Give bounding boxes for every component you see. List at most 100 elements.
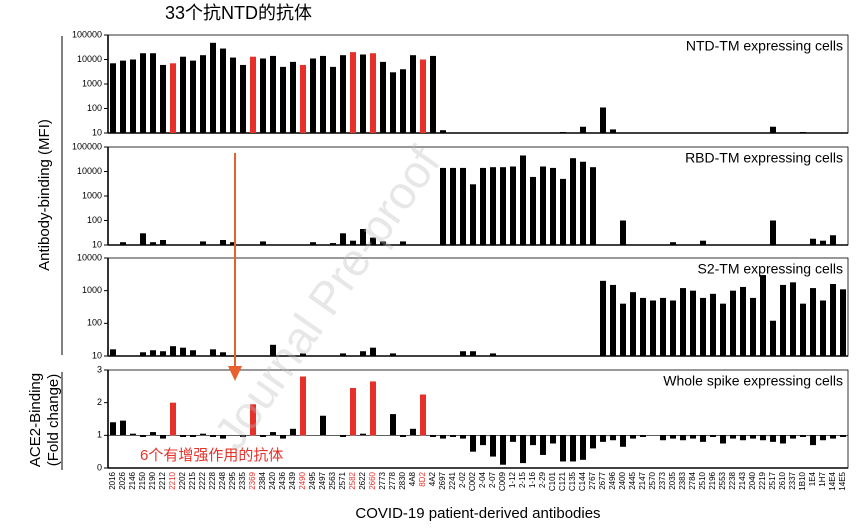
x-tick-label: 14E4 [828, 471, 837, 490]
bar [660, 297, 666, 356]
bar [200, 55, 206, 134]
bar [300, 64, 306, 133]
bar [330, 243, 336, 245]
bar [440, 130, 446, 133]
y-axis-label-2: ACE2-Binding [27, 373, 44, 467]
bar [490, 353, 496, 356]
bar [150, 53, 156, 134]
y-axis-label: Antibody-binding (MFI) [36, 119, 53, 271]
bar [400, 435, 406, 437]
x-tick-label: 2400 [618, 471, 627, 489]
bar [140, 53, 146, 134]
bar [510, 166, 516, 245]
y-tick-label: 100000 [72, 29, 102, 39]
x-tick-label: 2436 [278, 471, 287, 489]
bar [700, 240, 706, 245]
bar [210, 42, 216, 134]
bar [190, 435, 196, 437]
bar [360, 228, 366, 245]
bar [710, 435, 716, 437]
bar [480, 435, 486, 446]
bar [500, 167, 506, 245]
x-tick-label: 2496 [608, 471, 617, 489]
bar [590, 435, 596, 449]
bar [450, 167, 456, 245]
x-tick-label: 2143 [738, 471, 747, 489]
x-tick-label: 2660 [368, 471, 377, 489]
x-axis-label: COVID-19 patient-derived antibodies [355, 505, 600, 522]
bar [490, 167, 496, 245]
bar [380, 61, 386, 133]
x-tick-label: 2146 [128, 471, 137, 489]
bar [400, 69, 406, 133]
bar [830, 235, 836, 245]
bar [610, 284, 616, 356]
x-tick-label: 2190 [148, 471, 157, 489]
x-tick-label: 2238 [728, 471, 737, 489]
x-tick-label: 2202 [178, 471, 187, 489]
bar [660, 435, 666, 441]
bar [610, 435, 616, 441]
bar [300, 376, 306, 436]
bar [470, 351, 476, 356]
bar [170, 346, 176, 356]
bar [560, 178, 566, 245]
x-tick-label: 2222 [198, 471, 207, 489]
x-tick-label: 2373 [658, 471, 667, 489]
bar [680, 288, 686, 356]
x-tick-label: 2-02 [458, 471, 467, 488]
x-tick-label: C144 [578, 471, 587, 491]
bar [650, 300, 656, 356]
bar [810, 435, 816, 446]
bar [760, 275, 766, 356]
bar [580, 126, 586, 133]
y-tick-label: 0 [97, 462, 102, 472]
bar [140, 233, 146, 245]
y-tick-label: 1000 [82, 78, 102, 88]
x-tick-label: 2-29 [538, 471, 547, 488]
bar [350, 387, 356, 436]
bar [230, 242, 236, 245]
bar [190, 350, 196, 356]
bar [390, 414, 396, 436]
x-tick-label: 2420 [268, 471, 277, 489]
bar [370, 53, 376, 134]
bar [560, 131, 566, 133]
bar [150, 242, 156, 245]
bar [220, 239, 226, 245]
x-tick-label: 2563 [328, 471, 337, 489]
watermark: Journal Pre-proof [204, 137, 451, 458]
panel-title: RBD-TM expressing cells [685, 150, 843, 166]
y-tick-label: 100 [87, 318, 102, 328]
x-tick-label: 2-04 [478, 471, 487, 488]
x-tick-label: 2-07 [488, 471, 497, 488]
x-tick-label: 2677 [598, 471, 607, 489]
x-tick-label: C002 [468, 471, 477, 491]
x-tick-label: 2778 [388, 471, 397, 489]
bar [550, 167, 556, 245]
x-tick-label: 2510 [698, 471, 707, 489]
bar [160, 351, 166, 356]
x-tick-label: 2383 [678, 471, 687, 489]
bar [440, 435, 446, 439]
bar [670, 300, 676, 356]
x-tick-label: 2337 [788, 471, 797, 489]
panel-title: NTD-TM expressing cells [686, 38, 843, 54]
bar [210, 349, 216, 356]
bar [590, 167, 596, 245]
bar [360, 433, 366, 436]
bar [220, 352, 226, 356]
x-tick-label: 1H7 [818, 471, 827, 486]
bar [640, 297, 646, 356]
bar [760, 435, 766, 441]
bar [710, 293, 716, 356]
bar [120, 420, 126, 436]
bar [570, 158, 576, 245]
bar [260, 58, 266, 133]
x-tick-label: 1E4 [808, 471, 817, 486]
bar [170, 402, 176, 436]
bar [420, 59, 426, 133]
bar [420, 394, 426, 436]
bar [530, 176, 536, 245]
panel-title: Whole spike expressing cells [663, 373, 843, 389]
